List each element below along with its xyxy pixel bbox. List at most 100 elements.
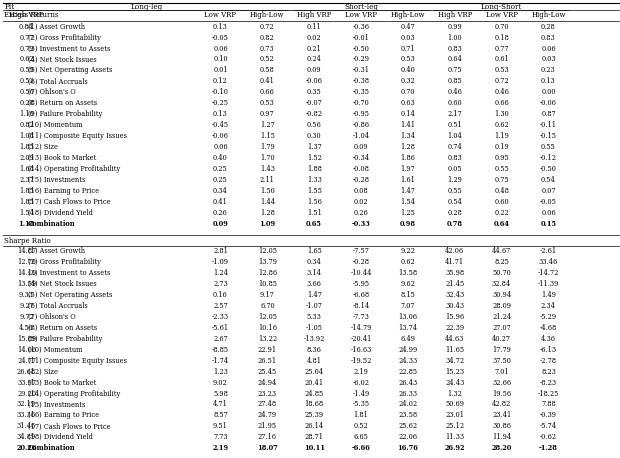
Text: -1.04: -1.04	[353, 132, 370, 140]
Text: -0.05: -0.05	[212, 33, 229, 42]
Text: 1.47: 1.47	[401, 187, 415, 195]
Text: -0.08: -0.08	[353, 165, 370, 173]
Text: 0.10: 0.10	[213, 55, 228, 64]
Text: -0.36: -0.36	[353, 22, 370, 31]
Text: 24.02: 24.02	[398, 400, 417, 409]
Text: 0.09: 0.09	[213, 220, 228, 228]
Text: -0.06: -0.06	[212, 132, 229, 140]
Text: 23.01: 23.01	[445, 411, 464, 420]
Text: 1.97: 1.97	[401, 165, 415, 173]
Text: 26.33: 26.33	[398, 389, 417, 398]
Text: 0.99: 0.99	[448, 22, 462, 31]
Text: High VRP: High VRP	[297, 11, 331, 19]
Text: 25.62: 25.62	[398, 422, 417, 431]
Text: 12.05: 12.05	[258, 247, 277, 255]
Text: 0.34: 0.34	[213, 187, 228, 195]
Text: 0.51: 0.51	[448, 121, 462, 129]
Text: 22.06: 22.06	[399, 433, 417, 442]
Text: 0.41: 0.41	[213, 198, 228, 206]
Text: 0.06: 0.06	[213, 44, 228, 53]
Text: Low VRP: Low VRP	[345, 11, 377, 19]
Text: 1.68: 1.68	[19, 165, 34, 173]
Text: -2.78: -2.78	[540, 357, 557, 365]
Text: 1.24: 1.24	[213, 269, 228, 277]
Text: 19.56: 19.56	[492, 389, 511, 398]
Text: 0.09: 0.09	[354, 143, 368, 151]
Text: 7.01: 7.01	[494, 368, 509, 376]
Text: 0.75: 0.75	[494, 176, 509, 184]
Text: 11.94: 11.94	[492, 433, 512, 442]
Text: 7.07: 7.07	[401, 302, 415, 310]
Text: 0.13: 0.13	[213, 110, 228, 118]
Text: (2) Gross Profitability: (2) Gross Profitability	[28, 33, 100, 42]
Text: 1.09: 1.09	[259, 220, 275, 228]
Text: 18.07: 18.07	[257, 444, 278, 452]
Text: 0.83: 0.83	[448, 44, 462, 53]
Text: 26.43: 26.43	[398, 379, 417, 387]
Text: (8) Return on Assets: (8) Return on Assets	[28, 99, 97, 107]
Text: High-Low: High-Low	[250, 11, 285, 19]
Text: 24.77: 24.77	[17, 357, 36, 365]
Text: 1.88: 1.88	[307, 165, 322, 173]
Text: 0.16: 0.16	[213, 291, 228, 299]
Text: Combination: Combination	[28, 444, 76, 452]
Text: (13) Book to Market: (13) Book to Market	[28, 379, 96, 387]
Text: (15) Investments: (15) Investments	[28, 176, 85, 184]
Text: 0.07: 0.07	[541, 187, 556, 195]
Text: 0.64: 0.64	[494, 220, 510, 228]
Text: 0.53: 0.53	[401, 55, 415, 64]
Text: 0.59: 0.59	[19, 66, 34, 74]
Text: 31.46: 31.46	[17, 422, 36, 431]
Text: 0.30: 0.30	[307, 132, 322, 140]
Text: 0.64: 0.64	[447, 55, 462, 64]
Text: 32.19: 32.19	[17, 400, 36, 409]
Text: 1.19: 1.19	[494, 132, 509, 140]
Text: 2.11: 2.11	[260, 176, 275, 184]
Text: 1.47: 1.47	[307, 291, 322, 299]
Text: 1.29: 1.29	[447, 176, 462, 184]
Text: 0.55: 0.55	[448, 187, 462, 195]
Text: 1.08: 1.08	[19, 132, 34, 140]
Text: 20.26: 20.26	[16, 444, 37, 452]
Text: 28.20: 28.20	[492, 444, 512, 452]
Text: -5.61: -5.61	[212, 324, 229, 332]
Text: (17) Cash Flows to Price: (17) Cash Flows to Price	[28, 198, 110, 206]
Text: -14.72: -14.72	[538, 269, 559, 277]
Text: 0.77: 0.77	[19, 33, 33, 42]
Text: 9.72: 9.72	[19, 313, 34, 321]
Text: 0.53: 0.53	[19, 77, 34, 85]
Text: 1.79: 1.79	[260, 143, 275, 151]
Text: 0.79: 0.79	[19, 44, 34, 53]
Text: -0.12: -0.12	[540, 154, 557, 162]
Text: 4.81: 4.81	[307, 357, 322, 365]
Text: 32.84: 32.84	[492, 280, 512, 288]
Text: 12.05: 12.05	[258, 313, 277, 321]
Text: 13.74: 13.74	[398, 324, 417, 332]
Text: 0.53: 0.53	[260, 99, 275, 107]
Text: (7) Ohlson's O: (7) Ohlson's O	[28, 313, 76, 321]
Text: -0.95: -0.95	[353, 110, 370, 118]
Text: 0.11: 0.11	[307, 22, 322, 31]
Text: 3.14: 3.14	[307, 269, 322, 277]
Text: 21.45: 21.45	[445, 280, 464, 288]
Text: -0.62: -0.62	[540, 433, 557, 442]
Text: 0.60: 0.60	[494, 198, 509, 206]
Text: 0.73: 0.73	[260, 44, 275, 53]
Text: 2.67: 2.67	[213, 335, 228, 343]
Text: 14.87: 14.87	[17, 247, 36, 255]
Text: 0.58: 0.58	[260, 66, 275, 74]
Text: 0.28: 0.28	[19, 99, 34, 107]
Text: 21.95: 21.95	[258, 422, 277, 431]
Text: 0.52: 0.52	[260, 55, 275, 64]
Text: 15.89: 15.89	[17, 335, 36, 343]
Text: 0.06: 0.06	[541, 44, 556, 53]
Text: 0.53: 0.53	[494, 66, 509, 74]
Text: 9.62: 9.62	[401, 280, 415, 288]
Text: -0.50: -0.50	[353, 44, 370, 53]
Text: 30.43: 30.43	[445, 302, 464, 310]
Text: 8.36: 8.36	[307, 346, 322, 354]
Text: 26.68: 26.68	[17, 368, 36, 376]
Text: 1.51: 1.51	[307, 209, 322, 217]
Text: (9) Failure Probability: (9) Failure Probability	[28, 335, 102, 343]
Text: (12) Size: (12) Size	[28, 368, 58, 376]
